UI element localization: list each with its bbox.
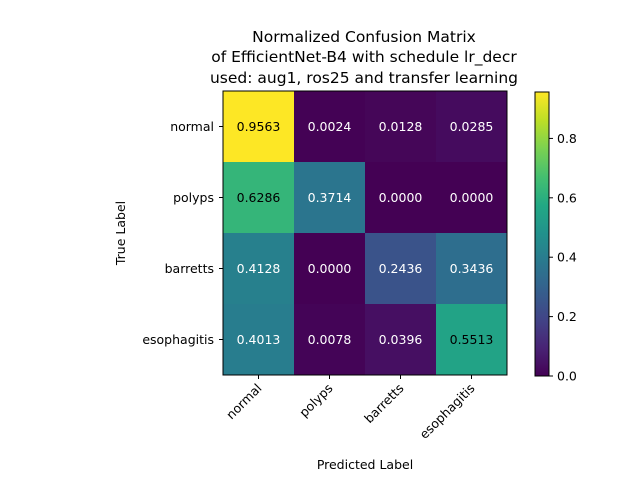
- matrix-cell: [294, 162, 365, 233]
- matrix-cell: [294, 91, 365, 162]
- matrix-cell: [365, 304, 436, 375]
- matrix-cell: [223, 91, 294, 162]
- matrix-cell: [223, 233, 294, 304]
- y-tick-label: polyps: [173, 190, 214, 205]
- y-axis-label: True Label: [113, 201, 128, 266]
- matrix-cells: 0.9563 0.0024 0.0128 0.0285 0.6286 0.3714 0.00…: [223, 91, 507, 375]
- cell-value-label: 0.6286: [237, 190, 281, 205]
- matrix-cell: [436, 162, 507, 233]
- cell-value-label: 0.0024: [308, 119, 352, 134]
- matrix-cell: [294, 304, 365, 375]
- cell-value-label: 0.0396: [379, 332, 423, 347]
- colorbar-tick-label: 0.0: [557, 369, 577, 384]
- y-tick-label: esophagitis: [142, 332, 214, 347]
- matrix-cell: [223, 162, 294, 233]
- colorbar: 0.0 0.2 0.4 0.6 0.8: [534, 91, 577, 384]
- cell-value-label: 0.0000: [450, 190, 494, 205]
- cell-value-label: 0.0128: [379, 119, 423, 134]
- colorbar-tick-label: 0.8: [557, 131, 577, 146]
- x-axis-label: Predicted Label: [317, 457, 413, 472]
- cell-value-label: 0.3714: [308, 190, 352, 205]
- colorbar-tick-label: 0.2: [557, 309, 577, 324]
- cell-value-label: 0.0285: [450, 119, 494, 134]
- chart-title: Normalized Confusion Matrix of Efficient…: [210, 28, 518, 87]
- matrix-cell: [365, 91, 436, 162]
- title-line-1: Normalized Confusion Matrix: [252, 28, 476, 46]
- title-line-2: of EfficientNet-B4 with schedule lr_decr: [211, 48, 517, 67]
- cell-value-label: 0.3436: [450, 261, 494, 276]
- cell-value-label: 0.2436: [379, 261, 423, 276]
- matrix-frame: [222, 90, 508, 376]
- matrix-cell: [365, 233, 436, 304]
- cell-value-label: 0.4013: [237, 332, 281, 347]
- matrix-cell: [365, 162, 436, 233]
- matrix-cell: [294, 233, 365, 304]
- cell-value-label: 0.9563: [237, 119, 281, 134]
- cell-value-label: 0.0000: [308, 261, 352, 276]
- cell-value-label: 0.5513: [450, 332, 494, 347]
- y-tick-label: barretts: [165, 261, 214, 276]
- colorbar-gradient: [534, 91, 550, 377]
- matrix-cell: [436, 304, 507, 375]
- matrix-cell: [436, 233, 507, 304]
- cell-value-label: 0.0000: [379, 190, 423, 205]
- y-tick-label: normal: [170, 119, 214, 134]
- cell-value-label: 0.4128: [237, 261, 281, 276]
- colorbar-tick-label: 0.4: [557, 250, 577, 265]
- colorbar-tick-label: 0.6: [557, 190, 577, 205]
- cell-value-label: 0.0078: [308, 332, 352, 347]
- matrix-cell: [223, 304, 294, 375]
- title-line-3: used: aug1, ros25 and transfer learning: [210, 69, 518, 87]
- matrix-cell: [436, 91, 507, 162]
